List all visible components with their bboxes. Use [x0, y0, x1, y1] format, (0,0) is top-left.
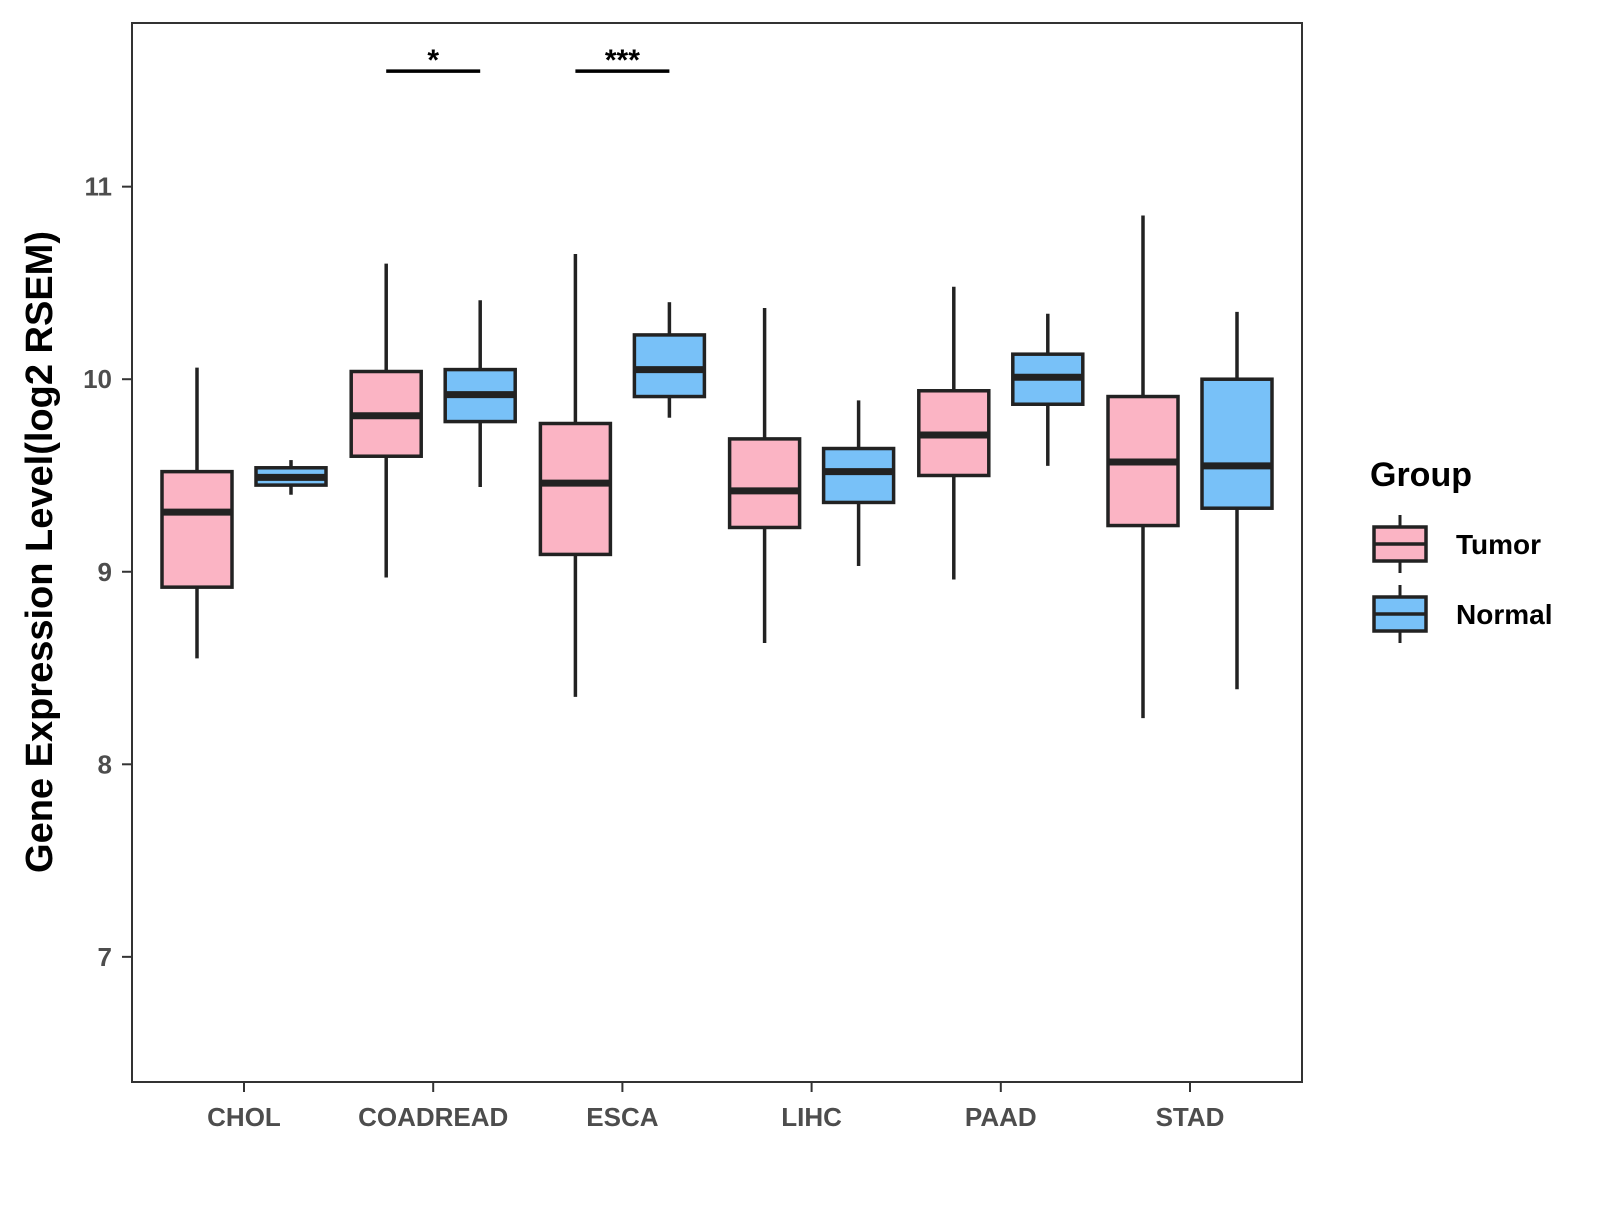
- legend: Group Tumor Normal: [1370, 456, 1552, 643]
- box-iqr: [1200, 377, 1274, 510]
- x-tick-label: ESCA: [586, 1102, 658, 1132]
- y-axis-title: Gene Expression Level(log2 RSEM): [19, 231, 61, 873]
- x-tick-label: STAD: [1156, 1102, 1225, 1132]
- normal-box-chol: [254, 460, 328, 495]
- normal-box-lihc: [821, 400, 896, 566]
- y-tick-label: 11: [85, 172, 113, 202]
- y-axis: 7 8 9 10 11: [83, 172, 132, 972]
- tumor-box-esca: [538, 254, 613, 697]
- plot-panel: [131, 22, 1303, 1083]
- x-tick-label: LIHC: [781, 1102, 842, 1132]
- tumor-box-paad: [917, 286, 991, 580]
- tumor-box-lihc: [727, 307, 802, 643]
- x-tick-label: COADREAD: [358, 1102, 508, 1132]
- y-tick-label: 10: [83, 364, 112, 394]
- box-iqr: [632, 333, 707, 399]
- legend-label: Tumor: [1456, 529, 1541, 560]
- normal-box-stad: [1200, 311, 1274, 690]
- legend-title: Group: [1370, 456, 1472, 494]
- y-tick-label: 7: [98, 942, 112, 972]
- y-tick-label: 8: [98, 749, 112, 779]
- tumor-box-chol: [160, 367, 234, 659]
- significance-label: ***: [605, 44, 640, 77]
- box-iqr: [727, 437, 802, 530]
- normal-box-coadread: [443, 300, 517, 488]
- legend-item-tumor: Tumor: [1372, 515, 1541, 573]
- tumor-box-stad: [1106, 215, 1180, 719]
- significance-label: *: [427, 44, 439, 77]
- significance-annotations: * ***: [386, 44, 670, 77]
- x-axis: CHOL COADREAD ESCA LIHC PAAD STAD: [207, 1082, 1224, 1132]
- box-iqr: [538, 421, 613, 557]
- legend-item-normal: Normal: [1372, 585, 1552, 643]
- box-series: [160, 215, 1274, 719]
- box-iqr: [821, 446, 896, 505]
- legend-label: Normal: [1456, 599, 1552, 630]
- box-iqr: [160, 469, 234, 589]
- tumor-box-coadread: [349, 263, 423, 578]
- y-tick-label: 9: [98, 557, 112, 587]
- normal-box-esca: [632, 302, 707, 418]
- normal-box-paad: [1011, 313, 1085, 466]
- x-tick-label: PAAD: [965, 1102, 1037, 1132]
- x-tick-label: CHOL: [207, 1102, 281, 1132]
